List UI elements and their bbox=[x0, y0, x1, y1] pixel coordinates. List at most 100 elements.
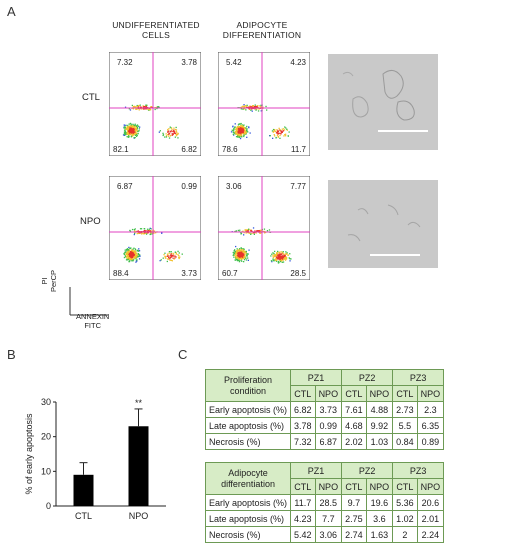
scatter-dot bbox=[257, 110, 260, 112]
y-tick-label: 10 bbox=[41, 466, 51, 476]
scatter-dot bbox=[235, 259, 237, 261]
scale-bar bbox=[370, 254, 420, 256]
scatter-dot bbox=[237, 128, 240, 130]
subcol-header: NPO bbox=[365, 385, 394, 402]
scatter-dot bbox=[271, 253, 273, 255]
scatter-dot bbox=[124, 126, 126, 128]
plot-frame bbox=[218, 52, 310, 156]
scatter-dot bbox=[241, 132, 243, 135]
scatter-dot bbox=[170, 130, 173, 132]
scatter-dot bbox=[153, 230, 156, 232]
scatter-dot bbox=[284, 257, 286, 259]
scatter-dot bbox=[243, 254, 245, 256]
scatter-dot bbox=[156, 106, 159, 108]
scatter-dot bbox=[254, 106, 256, 108]
scatter-dot bbox=[159, 260, 161, 262]
scatter-dot bbox=[136, 255, 138, 257]
scatter-dot bbox=[289, 260, 291, 262]
scatter-dot bbox=[127, 130, 129, 132]
scatter-dot bbox=[167, 134, 169, 136]
scatter-dot bbox=[248, 107, 250, 110]
scatter-dot bbox=[232, 133, 234, 135]
scatter-dot bbox=[285, 135, 287, 137]
quadrant-ll: 88.4 bbox=[113, 269, 129, 278]
scatter-dot bbox=[123, 129, 126, 131]
scatter-dot bbox=[280, 256, 282, 258]
scatter-dot bbox=[290, 258, 292, 260]
scatter-dot bbox=[280, 257, 282, 259]
scatter-dot bbox=[277, 253, 279, 255]
scatter-dot bbox=[286, 257, 288, 259]
scatter-dot bbox=[233, 256, 235, 258]
scatter-dot bbox=[130, 252, 132, 254]
scatter-dot bbox=[148, 228, 150, 230]
scatter-dot bbox=[136, 125, 138, 127]
scatter-dot bbox=[128, 130, 130, 133]
scatter-dot bbox=[274, 135, 276, 137]
scatter-dot bbox=[126, 131, 128, 134]
scatter-dot bbox=[127, 128, 129, 131]
scatter-dot bbox=[246, 229, 248, 231]
scatter-dot bbox=[131, 260, 133, 262]
scatter-dot bbox=[131, 249, 133, 251]
scatter-dot bbox=[243, 255, 245, 258]
scatter-dot bbox=[156, 107, 158, 110]
cell: 4.68 bbox=[341, 417, 367, 434]
scatter-dot bbox=[239, 256, 241, 258]
quadrant-ur: 3.78 bbox=[181, 58, 197, 67]
scatter-dot bbox=[281, 255, 283, 257]
scatter-dot bbox=[152, 232, 155, 234]
scatter-dot bbox=[127, 136, 129, 138]
scatter-dot bbox=[239, 249, 241, 251]
bar-npo bbox=[128, 426, 149, 506]
scatter-dot bbox=[136, 250, 138, 252]
scatter-dot bbox=[244, 129, 246, 131]
scatter-dot bbox=[155, 106, 158, 108]
scatter-dot bbox=[136, 132, 138, 135]
scatter-dot bbox=[173, 127, 175, 129]
scatter-dot bbox=[240, 135, 242, 137]
scatter-dot bbox=[136, 256, 138, 259]
scatter-dot bbox=[235, 245, 237, 248]
scatter-dot bbox=[134, 248, 136, 250]
scatter-dot bbox=[123, 256, 126, 259]
scatter-dot bbox=[130, 136, 133, 138]
scatter-dot bbox=[128, 256, 130, 258]
scatter-dot bbox=[232, 129, 234, 132]
quadrant-ur: 0.99 bbox=[181, 182, 197, 191]
scatter-dot bbox=[138, 232, 140, 234]
scatter-dot bbox=[244, 253, 246, 255]
scatter-dot bbox=[131, 133, 133, 135]
scatter-dot bbox=[243, 261, 245, 263]
scatter-dot bbox=[232, 251, 234, 254]
scatter-dot bbox=[174, 136, 176, 138]
micrograph-ctl bbox=[328, 54, 438, 150]
cell: 2.75 bbox=[341, 510, 367, 527]
scatter-dot bbox=[283, 135, 285, 137]
scatter-dot bbox=[150, 233, 152, 235]
condition-line1: Adipocyte bbox=[228, 467, 268, 478]
scatter-dot bbox=[136, 104, 138, 107]
scatter-dot bbox=[126, 124, 128, 126]
scatter-dot bbox=[243, 133, 245, 135]
scatter-dot bbox=[240, 126, 243, 128]
scatter-dot bbox=[232, 126, 234, 128]
scatter-dot bbox=[277, 130, 280, 133]
subcol-header: CTL bbox=[341, 385, 367, 402]
flow-plot-npo-adipo: 3.06 7.77 60.7 28.5 bbox=[218, 176, 310, 280]
scatter-dot bbox=[234, 251, 236, 253]
scatter-dot bbox=[246, 105, 248, 107]
scatter-dot bbox=[174, 128, 176, 131]
scatter-dot bbox=[123, 134, 126, 136]
scatter-dot bbox=[139, 106, 141, 108]
flow-plot-svg bbox=[218, 52, 310, 156]
scatter-dot bbox=[123, 127, 125, 129]
scatter-dot bbox=[125, 256, 127, 258]
subcol-header: NPO bbox=[416, 478, 445, 495]
scatter-dot bbox=[234, 123, 236, 125]
scatter-dot bbox=[136, 230, 138, 233]
scatter-dot bbox=[241, 106, 243, 108]
scatter-dot bbox=[137, 131, 139, 133]
scatter-dot bbox=[140, 232, 142, 234]
scatter-dot bbox=[284, 126, 286, 128]
